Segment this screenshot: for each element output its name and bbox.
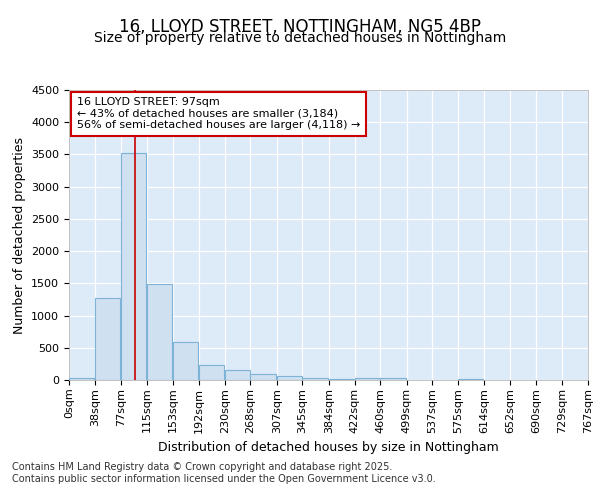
Text: Contains public sector information licensed under the Open Government Licence v3: Contains public sector information licen… — [12, 474, 436, 484]
Bar — [355, 378, 380, 380]
Bar — [277, 376, 302, 380]
Bar — [147, 284, 172, 380]
Bar — [250, 374, 276, 380]
Bar — [329, 378, 354, 380]
Bar — [69, 378, 94, 380]
Bar — [121, 153, 146, 380]
Text: Contains HM Land Registry data © Crown copyright and database right 2025.: Contains HM Land Registry data © Crown c… — [12, 462, 392, 472]
Bar — [302, 378, 328, 380]
Bar — [458, 378, 484, 380]
Text: 16, LLOYD STREET, NOTTINGHAM, NG5 4BP: 16, LLOYD STREET, NOTTINGHAM, NG5 4BP — [119, 18, 481, 36]
Bar — [173, 342, 198, 380]
Bar — [380, 378, 406, 380]
X-axis label: Distribution of detached houses by size in Nottingham: Distribution of detached houses by size … — [158, 441, 499, 454]
Bar — [199, 364, 224, 380]
Bar — [95, 298, 120, 380]
Text: Size of property relative to detached houses in Nottingham: Size of property relative to detached ho… — [94, 31, 506, 45]
Y-axis label: Number of detached properties: Number of detached properties — [13, 136, 26, 334]
Bar — [224, 370, 250, 380]
Text: 16 LLOYD STREET: 97sqm
← 43% of detached houses are smaller (3,184)
56% of semi-: 16 LLOYD STREET: 97sqm ← 43% of detached… — [77, 97, 360, 130]
